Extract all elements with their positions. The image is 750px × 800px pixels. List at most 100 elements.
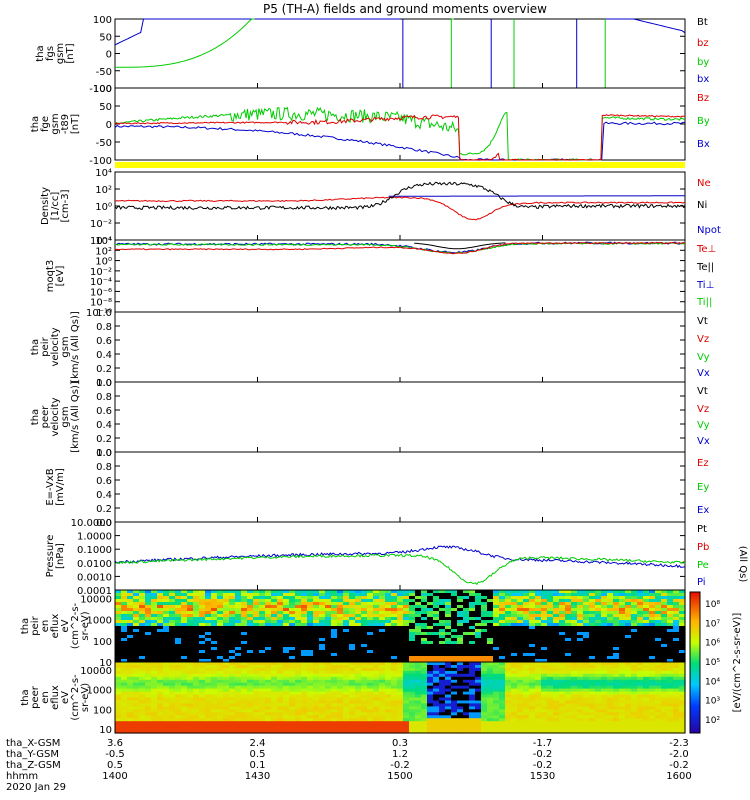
peer-spectrogram-cell <box>367 730 374 734</box>
peer-spectrogram-cell <box>205 706 212 710</box>
peer-spectrogram-cell <box>595 724 602 728</box>
peir-spectrogram-cell <box>655 626 662 630</box>
peer-spectrogram-cell <box>553 730 560 734</box>
peer-spectrogram-cell <box>505 682 512 687</box>
peir-spectrogram-cell <box>355 614 362 618</box>
peir-spectrogram-cell <box>127 596 134 600</box>
y-tick-label: 0.6 <box>96 406 112 417</box>
peir-spectrogram-cell <box>409 620 416 624</box>
peir-spectrogram-cell <box>517 599 524 603</box>
legend-Bx: Bx <box>697 139 710 150</box>
y-tick-label: 50 <box>99 32 112 43</box>
peir-spectrogram-cell <box>373 650 380 654</box>
peir-spectrogram-cell <box>199 629 206 633</box>
peir-spectrogram-cell <box>457 632 464 636</box>
peer-spectrogram-cell <box>331 697 338 702</box>
y-tick-label: -50 <box>96 67 112 78</box>
peer-spectrogram-cell <box>631 694 638 699</box>
peer-spectrogram-cell <box>421 665 428 669</box>
peer-spectrogram-cell <box>325 730 332 734</box>
peir-spectrogram-cell <box>439 659 446 663</box>
peer-spectrogram-cell <box>295 673 302 678</box>
peir-spectrogram-cell <box>289 644 296 648</box>
peer-spectrogram-cell <box>637 665 644 669</box>
peer-spectrogram-cell <box>325 697 332 702</box>
peir-spectrogram-cell <box>343 605 350 609</box>
y-axis-label: tha <box>30 409 41 425</box>
peer-spectrogram-cell <box>667 670 674 675</box>
peir-spectrogram-cell <box>535 590 542 594</box>
peer-spectrogram-cell <box>313 703 320 707</box>
peer-spectrogram-cell <box>211 703 218 707</box>
peir-spectrogram-cell <box>151 617 158 621</box>
y-tick-label: 10⁴ <box>95 236 112 247</box>
peer-spectrogram-cell <box>415 697 422 702</box>
peer-spectrogram-cell <box>367 700 374 705</box>
peer-spectrogram-cell <box>673 721 680 725</box>
peir-spectrogram-cell <box>133 659 140 663</box>
peir-spectrogram-cell <box>409 629 416 633</box>
peir-spectrogram-cell <box>643 641 650 645</box>
peer-spectrogram-cell <box>595 667 602 672</box>
peer-spectrogram-cell <box>625 727 632 731</box>
peer-spectrogram-cell <box>553 724 560 728</box>
peir-spectrogram-cell <box>643 629 650 633</box>
y-tick-label: 10⁻² <box>90 267 112 278</box>
peer-spectrogram-cell <box>445 667 452 672</box>
peir-spectrogram-cell <box>433 659 440 663</box>
peir-spectrogram-cell <box>217 596 224 600</box>
peir-spectrogram-cell <box>445 656 452 660</box>
peir-spectrogram-cell <box>421 626 428 630</box>
peer-spectrogram-cell <box>529 730 536 734</box>
peir-spectrogram-cell <box>661 617 668 621</box>
peir-spectrogram-cell <box>133 590 140 594</box>
peir-spectrogram-cell <box>367 599 374 603</box>
peer-spectrogram-cell <box>181 670 188 675</box>
axis-row-value: 0.1 <box>250 760 266 771</box>
peer-spectrogram-cell <box>631 703 638 707</box>
peir-spectrogram-cell <box>175 647 182 651</box>
peir-spectrogram-cell <box>205 608 212 612</box>
peir-spectrogram-cell <box>301 650 308 654</box>
peer-spectrogram-cell <box>409 676 416 681</box>
peir-spectrogram-cell <box>553 620 560 624</box>
peir-spectrogram-cell <box>325 590 332 594</box>
peir-spectrogram-cell <box>241 653 248 657</box>
peer-spectrogram-cell <box>571 727 578 731</box>
peer-spectrogram-cell <box>517 730 524 734</box>
y-tick-label: 10⁻¹⁰ <box>86 308 112 319</box>
peir-spectrogram-cell <box>259 632 266 636</box>
peir-spectrogram-cell <box>595 629 602 633</box>
peir-spectrogram-cell <box>163 605 170 609</box>
peir-spectrogram-cell <box>397 656 404 660</box>
peir-spectrogram-cell <box>613 608 620 612</box>
peir-spectrogram-cell <box>193 608 200 612</box>
peir-spectrogram-cell <box>547 602 554 606</box>
peir-spectrogram-cell <box>445 620 452 624</box>
peer-spectrogram-cell <box>583 697 590 702</box>
peer-spectrogram-cell <box>319 665 326 669</box>
peir-spectrogram-cell <box>337 632 344 636</box>
peer-spectrogram-cell <box>361 688 368 693</box>
peir-spectrogram-cell <box>535 611 542 615</box>
peir-spectrogram-cell <box>475 650 482 654</box>
peir-spectrogram-cell <box>151 659 158 663</box>
y-axis-label: eV <box>60 619 71 632</box>
peir-spectrogram-cell <box>673 659 680 663</box>
peer-spectrogram-cell <box>523 667 530 672</box>
peir-spectrogram-cell <box>157 629 164 633</box>
peir-spectrogram-cell <box>571 593 578 597</box>
peer-spectrogram-cell <box>655 667 662 672</box>
peer-spectrogram-cell <box>175 694 182 699</box>
peir-spectrogram-cell <box>637 596 644 600</box>
peer-spectrogram-cell <box>529 662 536 666</box>
peer-spectrogram-cell <box>187 679 194 684</box>
peir-spectrogram-cell <box>145 626 152 630</box>
peir-spectrogram-cell <box>367 632 374 636</box>
peer-spectrogram-cell <box>643 706 650 710</box>
peir-spectrogram-cell <box>229 647 236 651</box>
peir-spectrogram-cell <box>217 641 224 645</box>
peer-spectrogram-cell <box>619 662 626 666</box>
peir-spectrogram-cell <box>409 599 416 603</box>
